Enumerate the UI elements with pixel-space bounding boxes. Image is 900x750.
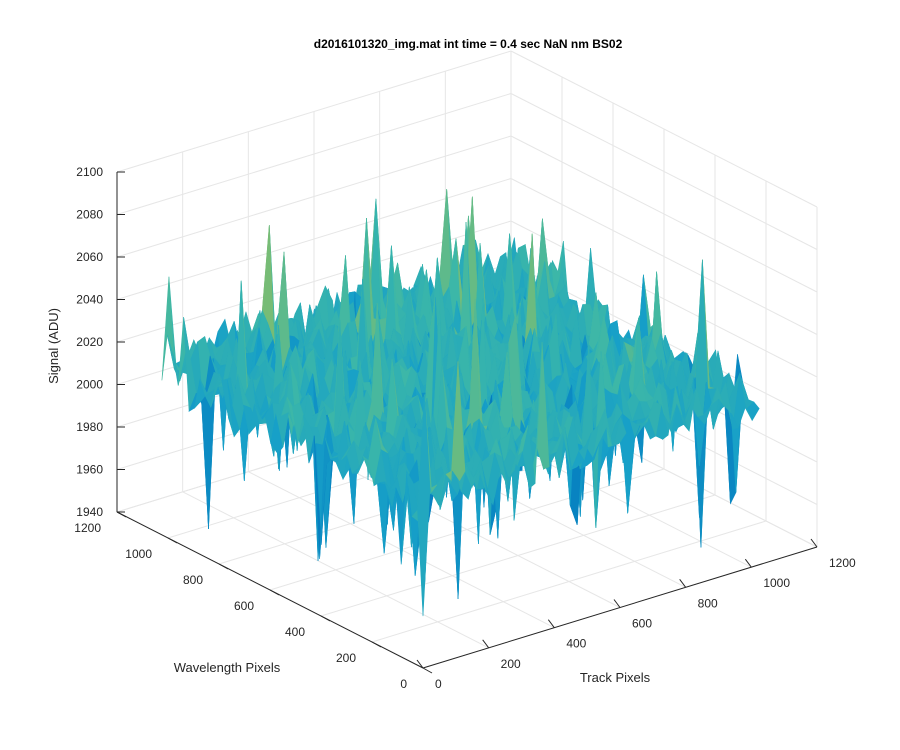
y-tick-label: 1000	[125, 547, 152, 561]
z-axis-label: Signal (ADU)	[46, 308, 61, 384]
tick-labels: 0 200 400 600 800 1000 1200 0 200 400 600 800 1000 12…	[74, 165, 856, 691]
y-tick-mark	[320, 615, 331, 622]
y-tick-mark	[116, 511, 127, 518]
z-tick-label: 2080	[76, 208, 103, 222]
y-tick-label: 1200	[74, 521, 101, 535]
grid-line-z-wall-y	[116, 50, 512, 173]
y-tick-label: 800	[183, 573, 203, 587]
x-tick-label: 0	[435, 677, 442, 691]
y-tick-label: 0	[400, 677, 407, 691]
x-tick-mark	[416, 659, 424, 669]
x-tick-label: 1200	[829, 556, 856, 570]
grid-line-y-floor	[371, 520, 767, 643]
grid-line-y-floor	[320, 494, 716, 617]
z-tick-label: 1980	[76, 420, 103, 434]
x-tick-label: 200	[501, 657, 521, 671]
y-tick-mark	[218, 563, 229, 570]
y-tick-mark	[269, 589, 280, 596]
z-tick-label: 2100	[76, 165, 103, 179]
x-tick-mark	[482, 639, 490, 649]
x-tick-label: 1000	[763, 576, 790, 590]
grid-line-z-wall-y	[116, 93, 512, 215]
x-tick-label: 400	[566, 637, 586, 651]
y-tick-label: 600	[234, 599, 254, 613]
surface-plot	[161, 189, 760, 617]
grid-line-z-wall-x	[510, 50, 818, 208]
z-tick-label: 2040	[76, 293, 103, 307]
axes	[116, 171, 818, 674]
y-tick-mark	[371, 641, 382, 648]
x-tick-mark	[679, 579, 687, 588]
surface-cell	[417, 394, 431, 617]
grid-line-z-wall-x	[510, 93, 818, 250]
y-tick-mark	[167, 537, 178, 544]
chart-title: d2016101320_img.mat int time = 0.4 sec N…	[314, 37, 623, 51]
grid-line-z-wall-y	[116, 178, 512, 300]
y-tick-mark	[422, 667, 433, 674]
z-tick-label: 2020	[76, 335, 103, 349]
grid-line-z-wall-x	[510, 220, 818, 378]
grid-line-z-wall-x	[510, 135, 818, 293]
z-tick-label: 2000	[76, 378, 103, 392]
grid-line-z-wall-x	[510, 178, 818, 335]
x-axis-label: Track Pixels	[580, 670, 651, 685]
x-tick-mark	[744, 558, 752, 568]
x-tick-mark	[810, 538, 818, 548]
z-tick-label: 1960	[76, 463, 103, 477]
z-tick-label: 2060	[76, 250, 103, 264]
y-tick-label: 200	[336, 651, 356, 665]
z-tick-label: 1940	[76, 505, 103, 519]
x-tick-mark	[547, 619, 555, 628]
x-tick-mark	[613, 599, 621, 608]
y-axis-label: Wavelength Pixels	[174, 660, 281, 675]
x-tick-label: 800	[698, 596, 718, 610]
y-tick-label: 400	[285, 625, 305, 639]
x-tick-label: 600	[632, 617, 652, 631]
grid-line-z-wall-y	[116, 135, 512, 258]
